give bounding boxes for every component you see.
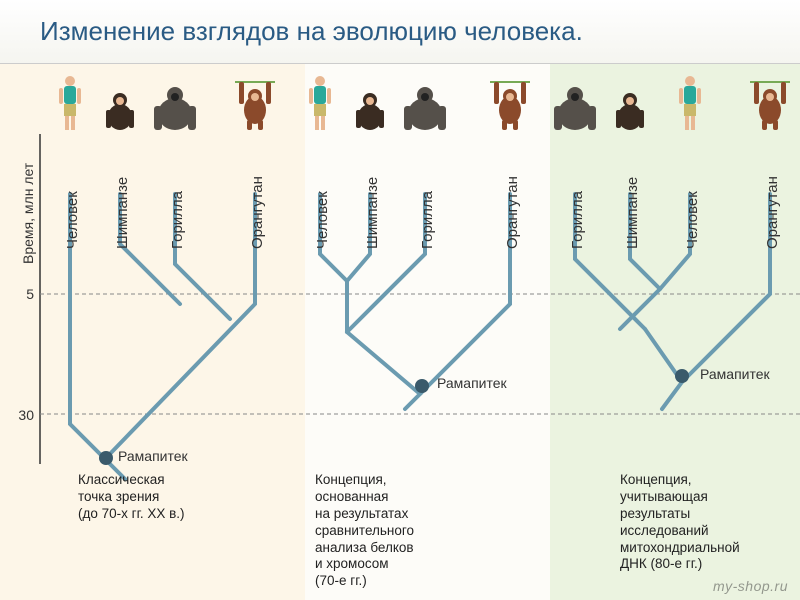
p1-figure-gorilla (151, 84, 199, 132)
chart-area: Время, млн лет 5 30 (0, 64, 800, 600)
p2-ramapithecus-label: Рамапитек (437, 375, 507, 391)
p2-label-human: Человек (314, 191, 331, 249)
page-title: Изменение взглядов на эволюцию человека. (40, 16, 583, 47)
p3-label-chimp: Шимпанзе (624, 177, 641, 249)
y-tick-30: 30 (10, 407, 34, 423)
p1-ramapithecus-node (99, 451, 113, 465)
p2-ramapithecus-node (415, 379, 429, 393)
p1-label-orangutan: Орангутан (249, 176, 266, 249)
p1-figure-orangutan (233, 80, 277, 132)
p2-branch-gorilla (347, 194, 425, 332)
p1-label-chimp: Шимпанзе (114, 177, 131, 249)
p1-label-gorilla: Горилла (169, 191, 186, 249)
title-bar: Изменение взглядов на эволюцию человека. (0, 0, 800, 64)
p2-figure-orangutan (488, 80, 532, 132)
p3-label-orangutan: Орангутан (764, 176, 781, 249)
caption-mtdna: Концепция, учитывающая результаты исслед… (620, 472, 800, 573)
p2-root (347, 332, 420, 409)
y-tick-5: 5 (10, 286, 34, 302)
p3-figure-human (676, 74, 704, 132)
p2-figure-gorilla (401, 84, 449, 132)
caption-proteins: Концепция, основанная на результатах сра… (315, 472, 515, 590)
p2-figure-human (306, 74, 334, 132)
p3-figure-chimp (612, 90, 648, 132)
p3-figure-gorilla (551, 84, 599, 132)
y-axis-label: Время, млн лет (20, 163, 36, 264)
p3-ramapithecus-label: Рамапитек (700, 366, 770, 382)
p1-figure-human (56, 74, 84, 132)
p2-label-chimp: Шимпанзе (364, 177, 381, 249)
caption-classic: Классическая точка зрения (до 70-х гг. X… (78, 472, 278, 523)
p1-ramapithecus-label: Рамапитек (118, 448, 188, 464)
p2-label-orangutan: Орангутан (504, 176, 521, 249)
p2-figure-chimp (352, 90, 388, 132)
p3-ramapithecus-node (675, 369, 689, 383)
p3-label-human: Человек (684, 191, 701, 249)
p1-label-human: Человек (64, 191, 81, 249)
p1-figure-chimp (102, 90, 138, 132)
p3-label-gorilla: Горилла (569, 191, 586, 249)
p3-root (645, 329, 682, 409)
p3-figure-orangutan (748, 80, 792, 132)
p2-label-gorilla: Горилла (419, 191, 436, 249)
